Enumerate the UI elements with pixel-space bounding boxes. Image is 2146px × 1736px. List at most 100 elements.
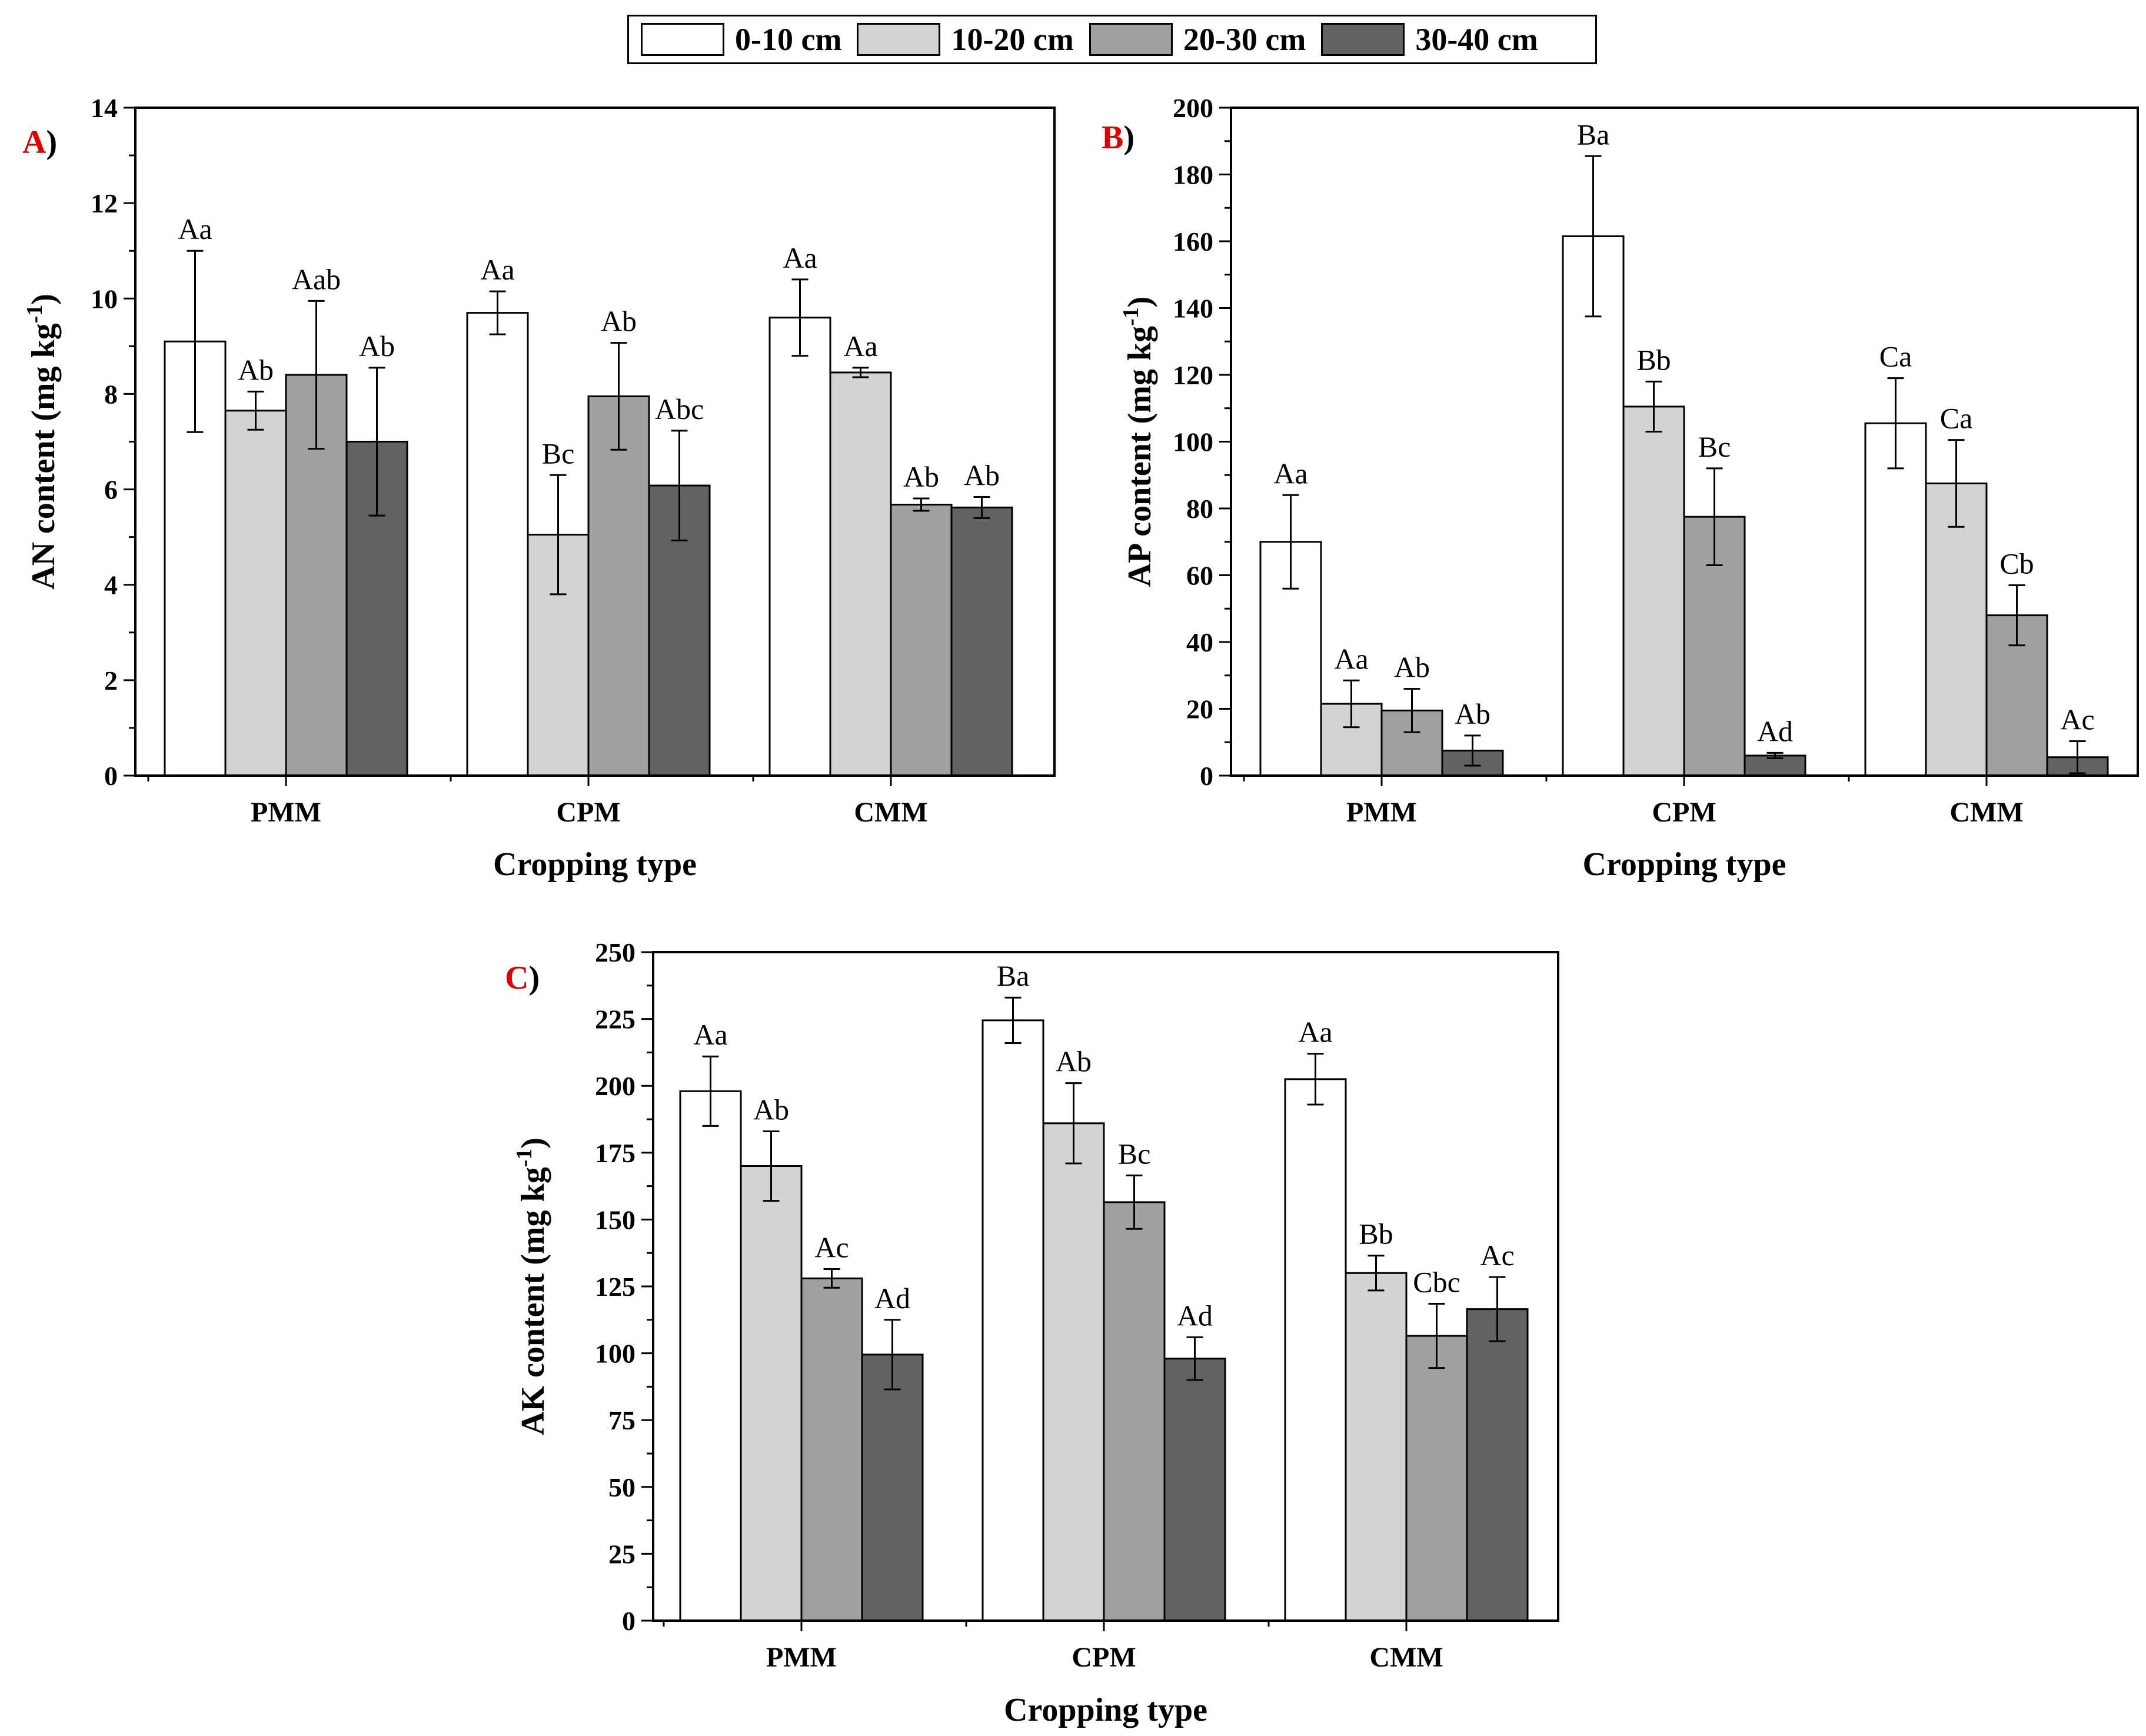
y-tick-label-25: 25 xyxy=(608,1539,636,1569)
bar-label-cpm-0: Aa xyxy=(480,253,514,286)
bar-label-pmm-1: Aa xyxy=(1334,642,1368,675)
x-axis-title: Cropping type xyxy=(493,846,697,883)
x-tick-label-cmm: CMM xyxy=(1369,1642,1443,1673)
bar-pmm-1 xyxy=(224,410,287,777)
bar-label-cmm-0: Aa xyxy=(1298,1016,1332,1049)
plot-frame xyxy=(652,951,1559,1622)
y-axis-title: AN content (mg kg-1) xyxy=(22,294,62,590)
y-axis-title-close: ) xyxy=(515,1138,551,1149)
bar-label-cpm-1: Bb xyxy=(1636,343,1671,376)
x-tick-label-cpm: CPM xyxy=(1072,1642,1136,1673)
bar-label-cpm-2: Bc xyxy=(1118,1137,1151,1170)
y-tick-label-225: 225 xyxy=(595,1005,636,1035)
y-tick-label-4: 4 xyxy=(104,570,118,600)
bar-cmm-1 xyxy=(829,371,892,777)
bar-label-pmm-2: Ac xyxy=(814,1231,849,1263)
bar-cmm-1 xyxy=(1925,482,1988,777)
x-axis-title: Cropping type xyxy=(1004,1692,1207,1728)
bar-label-cpm-0: Ba xyxy=(1577,118,1610,151)
y-tick-label-0: 0 xyxy=(622,1606,636,1636)
bar-label-pmm-3: Ab xyxy=(1455,697,1490,730)
bar-label-cmm-0: Ca xyxy=(1879,340,1912,373)
legend-swatch-10-20 xyxy=(857,23,941,56)
legend-swatch-30-40 xyxy=(1321,23,1405,56)
bar-label-pmm-2: Aab xyxy=(292,262,341,295)
y-tick-label-12: 12 xyxy=(91,188,118,218)
x-tick-label-pmm: PMM xyxy=(1346,797,1417,828)
y-tick-label-2: 2 xyxy=(104,666,118,696)
bar-label-cpm-3: Abc xyxy=(655,393,704,425)
legend-item-10-20: 10-20 cm xyxy=(857,21,1074,58)
x-tick-label-cmm: CMM xyxy=(1949,797,2023,828)
y-tick-label-160: 160 xyxy=(1173,227,1213,257)
y-tick-label-175: 175 xyxy=(595,1138,636,1168)
panel-letter-paren: ) xyxy=(1123,119,1134,156)
bar-cmm-1 xyxy=(1345,1272,1408,1622)
y-axis-title-main: AK content (mg kg xyxy=(515,1167,551,1435)
legend-label-20-30: 20-30 cm xyxy=(1183,22,1306,57)
bar-label-cpm-3: Ad xyxy=(1177,1299,1213,1332)
legend-swatch-0-10 xyxy=(641,23,724,56)
bar-pmm-0 xyxy=(679,1090,742,1622)
y-axis-title: AP content (mg kg-1) xyxy=(1119,297,1158,587)
panel-letter: C xyxy=(505,960,528,996)
panel-label: B) xyxy=(1102,119,1134,156)
y-tick-label-10: 10 xyxy=(91,284,118,314)
plot-frame xyxy=(134,107,1056,777)
x-tick-label-cmm: CMM xyxy=(854,797,927,828)
bar-cmm-0 xyxy=(768,317,831,777)
bar-cmm-2 xyxy=(1405,1335,1468,1622)
bar-label-cmm-0: Aa xyxy=(783,241,817,274)
bar-cpm-1 xyxy=(1042,1122,1105,1622)
bar-cmm-2 xyxy=(890,504,953,777)
bar-label-cpm-1: Bc xyxy=(542,437,575,470)
chart-panel-a: Aa Ab Aab Ab PMM Aa Bc Ab Abc CPM Aa Aa Ab Ab CMM 0 2 4 6 8… xyxy=(22,93,1056,883)
bar-cmm-3 xyxy=(950,506,1013,777)
y-tick-label-60: 60 xyxy=(1186,561,1213,591)
bar-label-cpm-2: Ab xyxy=(601,305,637,338)
y-tick-label-20: 20 xyxy=(1186,694,1213,724)
bar-label-cpm-2: Bc xyxy=(1698,430,1731,463)
y-tick-label-125: 125 xyxy=(595,1272,636,1302)
y-tick-label-8: 8 xyxy=(104,379,118,409)
bar-label-cmm-3: Ab xyxy=(964,459,1000,492)
y-axis-title-sup: -1 xyxy=(22,305,47,324)
bar-label-pmm-3: Ab xyxy=(359,330,395,363)
y-tick-label-40: 40 xyxy=(1186,627,1213,657)
bar-cpm-1 xyxy=(1622,405,1685,777)
bar-label-cmm-1: Ca xyxy=(1940,402,1973,435)
legend-label-30-40: 30-40 cm xyxy=(1415,22,1538,57)
bar-label-cmm-2: Cb xyxy=(1999,547,2034,580)
y-axis-title-sup: -1 xyxy=(1119,307,1143,326)
bar-label-cpm-3: Ad xyxy=(1757,714,1793,747)
y-tick-label-100: 100 xyxy=(595,1339,636,1369)
legend-label-10-20: 10-20 cm xyxy=(951,22,1074,57)
panel-letter-paren: ) xyxy=(46,124,57,161)
bar-label-cmm-1: Bb xyxy=(1359,1218,1393,1251)
x-tick-label-cpm: CPM xyxy=(556,797,620,828)
y-axis-title-sup: -1 xyxy=(512,1149,537,1168)
y-axis-title-main: AP content (mg kg xyxy=(1122,326,1158,587)
bar-label-cmm-2: Cbc xyxy=(1413,1266,1460,1299)
legend-item-0-10: 0-10 cm xyxy=(641,21,841,58)
bar-label-pmm-0: Aa xyxy=(693,1018,727,1051)
bar-label-cpm-0: Ba xyxy=(997,959,1030,992)
legend-label-0-10: 0-10 cm xyxy=(735,22,842,57)
y-axis-title-main: AN content (mg kg xyxy=(25,323,62,590)
legend-item-20-30: 20-30 cm xyxy=(1089,21,1306,58)
panel-letter-paren: ) xyxy=(528,960,540,996)
y-axis-title-close: ) xyxy=(25,294,62,305)
y-tick-label-180: 180 xyxy=(1173,160,1213,190)
bar-label-cpm-1: Ab xyxy=(1056,1045,1092,1078)
y-tick-label-140: 140 xyxy=(1173,294,1213,324)
y-tick-label-200: 200 xyxy=(1173,93,1213,123)
panel-label: A) xyxy=(22,124,57,161)
y-axis-title: AK content (mg kg-1) xyxy=(512,1138,551,1435)
plot-frame xyxy=(1230,107,2139,777)
y-tick-label-100: 100 xyxy=(1173,427,1213,457)
bar-cpm-2 xyxy=(1103,1201,1166,1622)
y-tick-label-14: 14 xyxy=(91,93,118,123)
y-tick-label-50: 50 xyxy=(608,1472,636,1502)
panel-label: C) xyxy=(505,960,540,996)
